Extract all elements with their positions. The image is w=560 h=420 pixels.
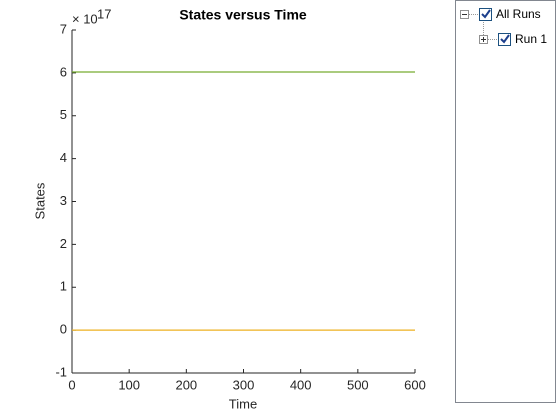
x-tick-label: 300 xyxy=(233,377,255,392)
x-tick-label: 500 xyxy=(347,377,369,392)
tree-panel xyxy=(455,0,556,403)
x-axis-label: Time xyxy=(229,396,257,411)
legend-tree: All Runs Run 1 xyxy=(455,0,556,403)
x-tick-label: 0 xyxy=(68,377,75,392)
x-tick-label: 400 xyxy=(290,377,312,392)
y-tick-label: 1 xyxy=(60,279,67,294)
y-tick-label: 4 xyxy=(60,150,67,165)
y-multiplier: × 10 xyxy=(72,11,98,26)
checkmark xyxy=(500,34,510,44)
checkmark xyxy=(481,9,491,19)
y-tick-label: -1 xyxy=(55,364,67,379)
tree-child-label[interactable]: Run 1 xyxy=(515,32,547,46)
y-exponent: 17 xyxy=(97,6,111,21)
y-tick-label: 3 xyxy=(60,193,67,208)
x-tick-label: 600 xyxy=(404,377,426,392)
y-tick-label: 5 xyxy=(60,107,67,122)
y-tick-label: 2 xyxy=(60,236,67,251)
tree-root-label[interactable]: All Runs xyxy=(496,7,541,21)
x-tick-label: 200 xyxy=(175,377,197,392)
chart-title: States versus Time xyxy=(179,7,307,23)
y-tick-label: 6 xyxy=(60,64,67,79)
x-tick-label: 100 xyxy=(118,377,140,392)
y-tick-label: 7 xyxy=(60,21,67,36)
y-tick-label: 0 xyxy=(60,322,67,337)
y-axis-label: States xyxy=(32,182,47,219)
